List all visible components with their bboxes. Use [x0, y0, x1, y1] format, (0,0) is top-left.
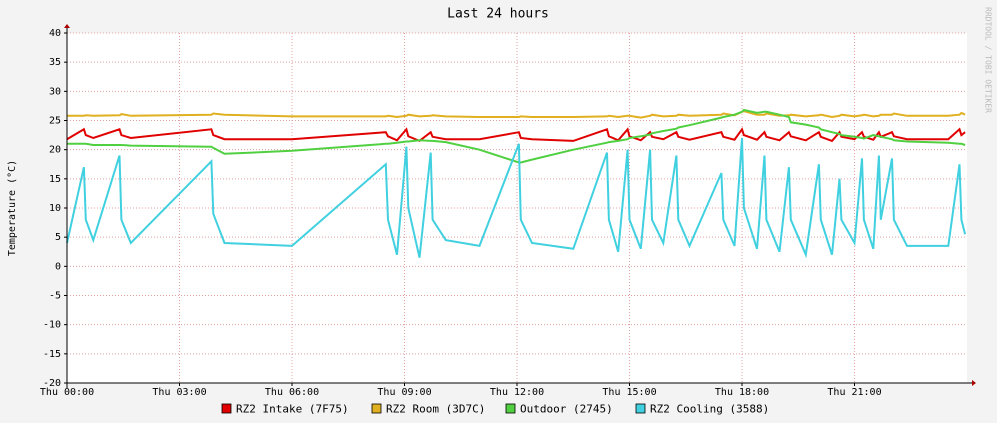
y-tick-label: -15 — [43, 349, 61, 360]
legend-label: RZ2 Intake (7F75) — [236, 403, 349, 416]
y-tick-label: 25 — [49, 116, 61, 127]
y-tick-label: 35 — [49, 57, 61, 68]
y-tick-label: 20 — [49, 145, 61, 156]
series-line — [66, 127, 966, 143]
x-tick-label: Thu 06:00 — [265, 387, 319, 398]
y-tick-label: 30 — [49, 86, 61, 97]
x-tick-label: Thu 00:00 — [40, 387, 94, 398]
x-arrow — [972, 380, 976, 386]
chart-title: Last 24 hours — [447, 7, 549, 22]
series-line — [67, 108, 966, 164]
y-tick-label: 0 — [55, 261, 61, 272]
y-tick-label: 10 — [49, 203, 61, 214]
x-tick-label: Thu 12:00 — [490, 387, 544, 398]
y-tick-label: -10 — [43, 320, 61, 331]
legend-swatch — [505, 403, 516, 414]
legend-swatch — [371, 403, 382, 414]
legend-label: Outdoor (2745) — [520, 403, 613, 416]
y-tick-label: 40 — [49, 28, 61, 39]
lines — [66, 108, 967, 259]
legend-swatch — [221, 403, 232, 414]
x-tick-label: Thu 03:00 — [152, 387, 206, 398]
series-line — [67, 110, 966, 119]
y-tick-label: 15 — [49, 174, 61, 185]
x-tick-label: Thu 21:00 — [827, 387, 881, 398]
series-line — [66, 137, 967, 259]
legend-swatch — [635, 403, 646, 414]
y-tick-label: -5 — [49, 291, 61, 302]
side-note: RRDTOOL / TOBI OETIKER — [984, 7, 993, 113]
y-arrow — [64, 24, 70, 28]
legend-label: RZ2 Room (3D7C) — [386, 403, 485, 416]
x-tick-label: Thu 15:00 — [602, 387, 656, 398]
y-axis-label: Temperature (°C) — [7, 160, 18, 256]
y-tick-label: -20 — [43, 378, 61, 389]
x-tick-label: Thu 18:00 — [715, 387, 769, 398]
y-tick-label: 5 — [55, 232, 61, 243]
x-tick-label: Thu 09:00 — [377, 387, 431, 398]
legend-label: RZ2 Cooling (3588) — [650, 403, 769, 416]
